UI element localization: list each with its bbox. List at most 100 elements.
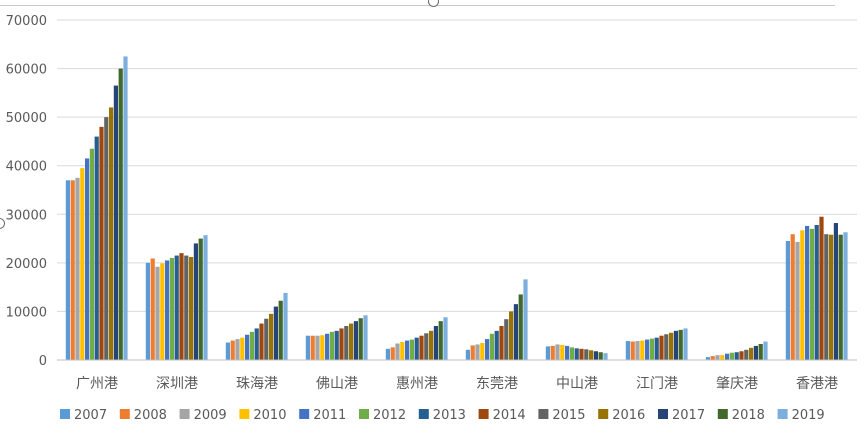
legend-label: 2018 <box>732 408 765 423</box>
bar-2018-6 <box>598 352 603 360</box>
bar-2010-8 <box>720 355 725 360</box>
bar-2008-7 <box>630 341 635 360</box>
bar-2016-1 <box>189 257 194 360</box>
bar-2007-5 <box>465 349 470 360</box>
legend-swatch-2010 <box>239 409 250 419</box>
bar-2011-3 <box>325 333 330 360</box>
bar-2018-4 <box>438 321 443 360</box>
legend-swatch-2019 <box>777 409 788 419</box>
bars <box>65 56 848 361</box>
bar-2008-1 <box>150 258 155 360</box>
y-tick-label: 0 <box>39 354 47 369</box>
bar-2013-7 <box>654 337 659 360</box>
bar-2007-1 <box>145 262 150 360</box>
bar-2012-0 <box>89 148 94 360</box>
bar-2017-7 <box>673 330 678 360</box>
x-tick-label: 东莞港 <box>476 376 518 392</box>
bar-2017-6 <box>593 351 598 360</box>
bar-2010-7 <box>640 340 645 360</box>
y-tick-label: 60000 <box>6 63 47 78</box>
bar-2016-3 <box>349 323 354 360</box>
y-tick-label: 20000 <box>6 257 47 272</box>
bar-2015-3 <box>344 326 349 360</box>
legend-swatch-2009 <box>179 409 190 419</box>
x-tick-label: 深圳港 <box>156 376 198 392</box>
bar-2013-0 <box>94 136 99 360</box>
y-axis-ticks: 0 10000 20000 30000 40000 50000 60000 70000 <box>6 14 47 369</box>
x-tick-label: 惠州港 <box>396 376 438 392</box>
bar-2007-8 <box>705 357 710 360</box>
bar-2012-8 <box>729 352 734 360</box>
legend-swatch-2011 <box>299 409 310 419</box>
x-axis-labels: 广州港 深圳港 珠海港 佛山港 惠州港 东莞港 中山港 江门港 肇庆港 香港港 <box>76 376 838 392</box>
bar-2010-5 <box>480 343 485 360</box>
selection-border <box>0 0 835 6</box>
y-tick-label: 70000 <box>6 14 47 29</box>
bar-2009-9 <box>795 241 800 360</box>
bar-2011-4 <box>405 340 410 360</box>
x-tick-label: 中山港 <box>556 376 598 392</box>
y-tick-label: 50000 <box>6 111 47 126</box>
bar-2017-5 <box>513 304 518 360</box>
bar-2012-2 <box>249 331 254 360</box>
bar-2007-0 <box>65 180 70 360</box>
bar-2018-9 <box>838 234 843 360</box>
bar-2010-4 <box>400 342 405 360</box>
bar-2016-2 <box>269 313 274 360</box>
bar-2011-1 <box>165 260 170 360</box>
bar-2008-3 <box>310 335 315 360</box>
bar-2009-2 <box>235 339 240 360</box>
legend-swatch-2007 <box>60 409 70 419</box>
resize-handle-top[interactable] <box>428 0 439 7</box>
bar-2014-8 <box>739 351 744 360</box>
bar-2013-4 <box>414 337 419 360</box>
bar-2007-2 <box>225 342 230 360</box>
bar-2018-7 <box>678 329 683 360</box>
bar-2017-4 <box>433 326 438 360</box>
y-tick-label: 40000 <box>6 160 47 175</box>
bar-2016-7 <box>669 332 674 360</box>
bar-2017-0 <box>113 85 118 360</box>
bar-2015-7 <box>664 334 669 360</box>
bar-2011-7 <box>645 339 650 360</box>
bar-2009-0 <box>75 177 80 360</box>
legend-label: 2015 <box>552 408 585 423</box>
bar-2009-1 <box>155 266 160 360</box>
x-tick-label: 珠海港 <box>236 376 278 392</box>
bar-2011-9 <box>805 225 810 360</box>
bar-2012-4 <box>409 339 414 360</box>
bar-2016-6 <box>589 350 594 360</box>
legend-label: 2008 <box>134 408 167 423</box>
bar-2018-0 <box>118 68 123 360</box>
bar-2009-6 <box>555 344 560 360</box>
legend-swatch-2014 <box>478 409 489 419</box>
bar-2019-2 <box>283 292 288 360</box>
bar-2018-3 <box>358 318 363 360</box>
bar-2008-0 <box>70 180 75 360</box>
bar-2013-8 <box>734 352 739 360</box>
x-tick-label: 佛山港 <box>316 376 358 392</box>
bar-2009-8 <box>715 355 720 360</box>
bar-2014-6 <box>579 348 584 360</box>
bar-2009-4 <box>395 343 400 360</box>
legend-swatch-2018 <box>717 409 728 419</box>
bar-2013-6 <box>574 348 579 360</box>
x-tick-label: 香港港 <box>796 376 838 392</box>
bar-2015-5 <box>504 319 509 360</box>
legend-label: 2019 <box>792 408 825 423</box>
bar-2010-1 <box>160 263 165 360</box>
bar-2010-2 <box>240 337 245 360</box>
legend-swatch-2013 <box>418 409 429 419</box>
bar-2008-9 <box>790 234 795 360</box>
bar-2007-3 <box>305 335 310 360</box>
bar-2017-9 <box>833 223 838 360</box>
bar-2015-6 <box>584 349 589 360</box>
bar-2016-0 <box>109 107 114 361</box>
bar-2012-7 <box>649 338 654 360</box>
bar-2015-0 <box>104 117 109 360</box>
bar-2014-9 <box>819 216 824 360</box>
bar-2018-2 <box>278 300 283 360</box>
bar-2008-6 <box>550 345 555 360</box>
legend-label: 2016 <box>612 408 645 423</box>
